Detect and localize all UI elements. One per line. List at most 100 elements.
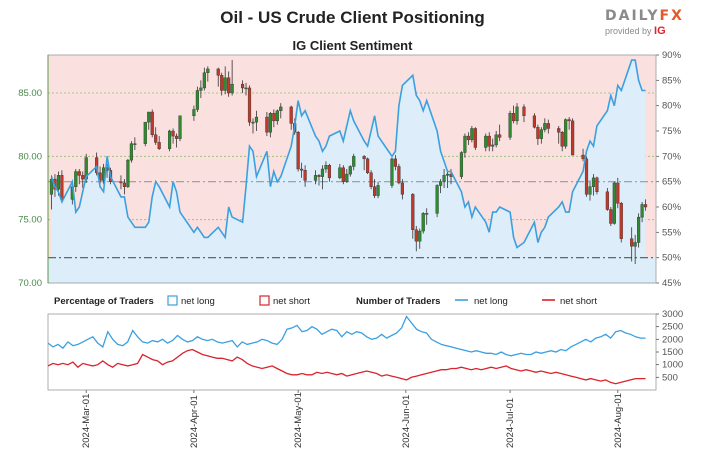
date-axis-label: 2024-Aug-01 <box>613 393 624 448</box>
candle-body <box>400 182 404 195</box>
candle-body <box>560 132 564 147</box>
candle-body <box>272 113 276 122</box>
logo-brand-left: DAILY <box>605 8 660 24</box>
price-tick-label: 75.00 <box>18 215 42 226</box>
sentiment-tick-label: 50% <box>662 253 682 264</box>
candle-body <box>192 109 196 117</box>
candle-body <box>195 90 199 110</box>
candle-body <box>230 83 234 94</box>
candle-body <box>581 154 585 160</box>
date-axis-label: 2024-Apr-01 <box>189 395 200 448</box>
candle-body <box>564 119 568 147</box>
candle-body <box>60 175 64 200</box>
candle-body <box>588 186 592 195</box>
candle-body <box>435 185 439 214</box>
traders-tick-label: 500 <box>662 372 678 383</box>
candle-body <box>279 106 283 111</box>
candle-body <box>498 134 502 138</box>
logo-brand-right: FX <box>659 8 684 24</box>
candle-body <box>487 135 491 147</box>
net-long-area <box>51 60 646 283</box>
traders-tick-label: 3000 <box>662 309 683 320</box>
candle-body <box>439 181 443 186</box>
candle-body <box>612 182 616 224</box>
chart-title: Oil - US Crude Client Positioning <box>220 8 485 27</box>
date-axis-label: 2024-Jul-01 <box>505 398 516 448</box>
candle-body <box>393 158 398 167</box>
candle-body <box>313 175 318 181</box>
candle-body <box>418 230 422 242</box>
candle-body <box>122 182 127 187</box>
sentiment-tick-label: 65% <box>662 177 682 188</box>
candle-body <box>223 77 227 91</box>
traders-tick-label: 1000 <box>662 360 683 371</box>
traders-tick-label: 1500 <box>662 347 683 358</box>
date-axis-label: 2024-Mar-01 <box>81 394 92 448</box>
candle-body <box>244 87 248 90</box>
candle-body <box>366 158 370 174</box>
candle-body <box>414 229 418 242</box>
candle-body <box>571 120 575 156</box>
candle-body <box>633 242 637 247</box>
candle-body <box>275 110 279 122</box>
logo-wordmark: DAILYFX <box>605 8 697 24</box>
candle-body <box>543 123 547 130</box>
legend-number-label: Number of Traders <box>356 296 440 307</box>
legend-net-short-label: net short <box>273 296 310 307</box>
candle-body <box>411 194 415 230</box>
candle-body <box>77 171 81 176</box>
candle-body <box>129 143 133 161</box>
candle-body <box>178 115 182 139</box>
candle-body <box>584 158 589 195</box>
candle-body <box>133 143 137 145</box>
candle-body <box>605 191 609 210</box>
candle-body <box>373 186 377 196</box>
candle-body <box>637 216 641 243</box>
legend-net-long-box <box>167 295 178 306</box>
candle-body <box>300 168 304 171</box>
price-tick-label: 70.00 <box>18 278 42 289</box>
candle-body <box>345 173 349 182</box>
candle-body <box>362 156 366 160</box>
net-long-percent-line <box>50 59 646 249</box>
candle-body <box>154 134 158 143</box>
candle-body <box>81 175 85 180</box>
candle-body <box>643 204 648 208</box>
legend-percentage-label: Percentage of Traders <box>54 296 154 307</box>
candle-body <box>352 156 356 167</box>
candle-body <box>536 126 540 139</box>
candle-body <box>338 167 342 179</box>
candle-body <box>640 204 644 218</box>
net-long-count-line <box>47 315 646 357</box>
logo-subline: provided by IG <box>605 25 697 37</box>
candle-body <box>397 166 401 184</box>
candle-body <box>268 113 272 133</box>
legend-net-short-box <box>259 295 270 306</box>
legend-net-short-count-label: net short <box>560 296 597 307</box>
candle-body <box>609 209 613 224</box>
candle-body <box>206 68 210 73</box>
candle-body <box>202 72 206 89</box>
candle-body <box>348 166 352 175</box>
candle-body <box>491 144 495 147</box>
candle-body <box>591 177 596 187</box>
sentiment-tick-label: 55% <box>662 227 682 238</box>
candle-body <box>296 132 300 170</box>
candle-body <box>595 177 599 193</box>
candle-body <box>421 213 425 232</box>
sentiment-tick-label: 60% <box>662 202 682 213</box>
sentiment-tick-label: 85% <box>662 75 682 86</box>
candle-body <box>199 87 203 91</box>
candle-body <box>150 111 154 135</box>
candle-body <box>459 152 464 177</box>
net-short-count-line <box>47 348 646 385</box>
candle-body <box>227 77 231 94</box>
logo-provided-by: provided by <box>605 26 652 36</box>
candle-body <box>303 170 307 181</box>
candle-body <box>251 121 255 124</box>
candle-body <box>567 119 571 122</box>
candle-body <box>484 135 488 148</box>
candle-body <box>216 68 220 76</box>
traders-tick-label: 2500 <box>662 322 683 333</box>
candle-body <box>473 128 477 148</box>
